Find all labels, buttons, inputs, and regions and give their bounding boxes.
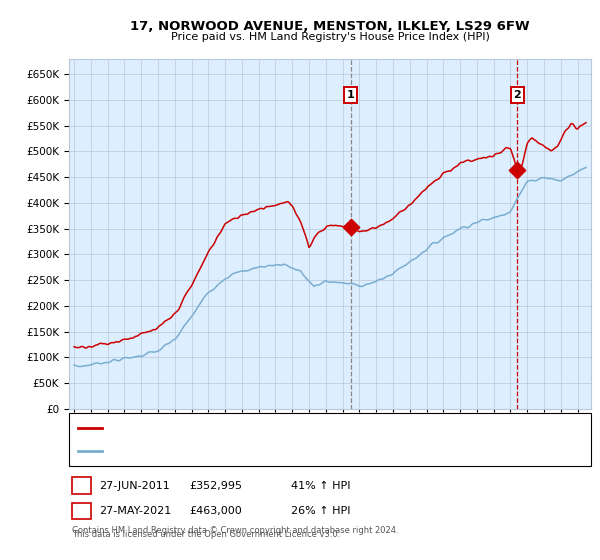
Text: 1: 1: [78, 481, 85, 491]
Text: 27-JUN-2011: 27-JUN-2011: [99, 481, 170, 491]
Text: 1: 1: [347, 90, 355, 100]
Text: 2: 2: [78, 506, 85, 516]
Text: £463,000: £463,000: [189, 506, 242, 516]
Text: 17, NORWOOD AVENUE, MENSTON, ILKLEY, LS29 6FW: 17, NORWOOD AVENUE, MENSTON, ILKLEY, LS2…: [130, 20, 530, 32]
Text: 26% ↑ HPI: 26% ↑ HPI: [291, 506, 350, 516]
Text: 17, NORWOOD AVENUE, MENSTON, ILKLEY, LS29 6FW (detached house): 17, NORWOOD AVENUE, MENSTON, ILKLEY, LS2…: [105, 423, 458, 433]
Point: [512, 166, 522, 175]
Text: This data is licensed under the Open Government Licence v3.0.: This data is licensed under the Open Gov…: [72, 530, 340, 539]
Text: 41% ↑ HPI: 41% ↑ HPI: [291, 481, 350, 491]
Point: [346, 223, 356, 232]
Text: Price paid vs. HM Land Registry's House Price Index (HPI): Price paid vs. HM Land Registry's House …: [170, 32, 490, 43]
Text: HPI: Average price, detached house, Leeds: HPI: Average price, detached house, Leed…: [105, 446, 314, 456]
Text: £352,995: £352,995: [189, 481, 242, 491]
Text: Contains HM Land Registry data © Crown copyright and database right 2024.: Contains HM Land Registry data © Crown c…: [72, 525, 398, 534]
Text: 27-MAY-2021: 27-MAY-2021: [99, 506, 171, 516]
Text: 2: 2: [514, 90, 521, 100]
